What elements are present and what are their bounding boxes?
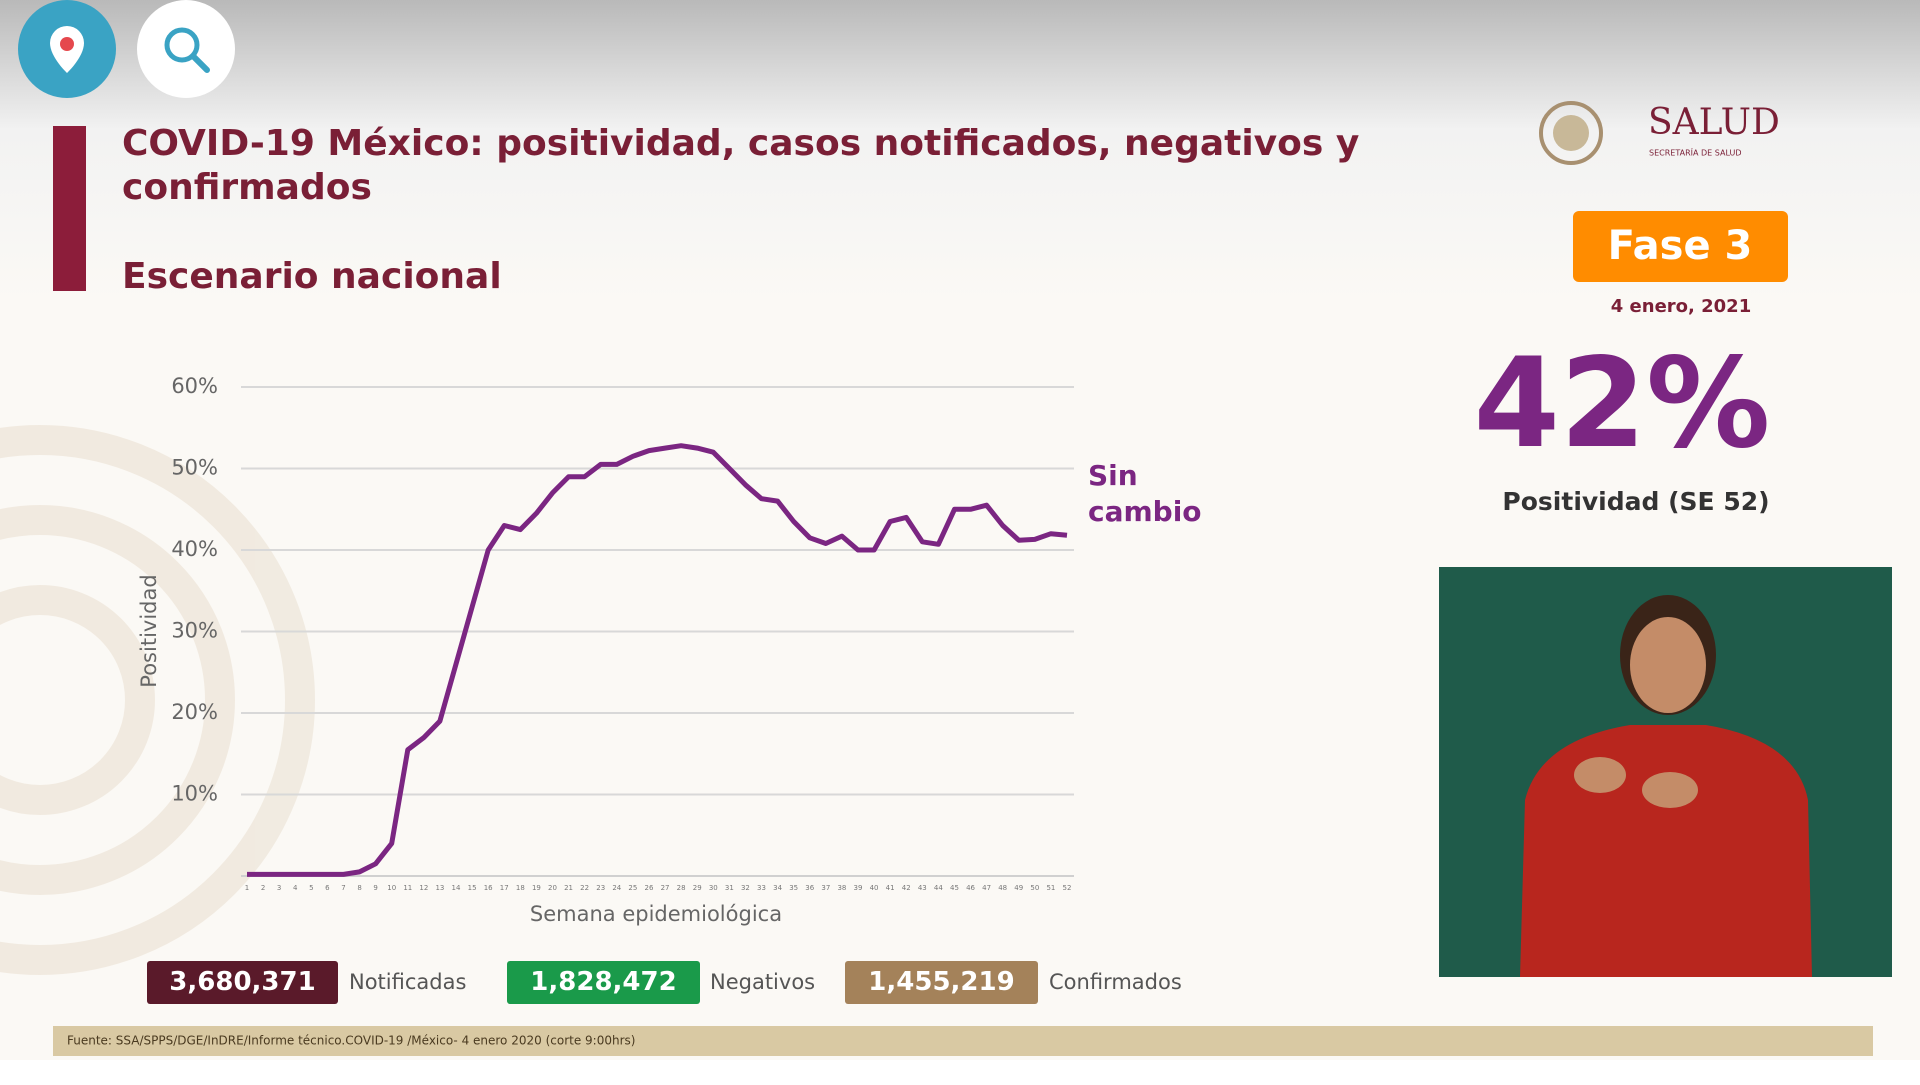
emblem	[1539, 101, 1603, 165]
x-tick-label: 29	[693, 884, 702, 892]
x-tick-label: 32	[741, 884, 750, 892]
y-tick-label: 50%	[171, 456, 218, 480]
x-tick-label: 38	[837, 884, 846, 892]
y-tick-label: 30%	[171, 619, 218, 643]
footer-strip	[53, 1026, 1873, 1056]
x-tick-label: 26	[644, 884, 653, 892]
handle	[190, 53, 210, 73]
x-tick-label: 12	[419, 884, 428, 892]
x-tick-label: 10	[387, 884, 396, 892]
x-tick-label: 9	[373, 884, 377, 892]
x-tick-label: 18	[516, 884, 525, 892]
x-tick-label: 42	[902, 884, 911, 892]
x-tick-label: 34	[773, 884, 782, 892]
headline-value: 42%	[1474, 332, 1771, 476]
accent-bar	[53, 126, 86, 291]
total-value: 1,828,472	[507, 961, 700, 1004]
x-tick-label: 28	[677, 884, 686, 892]
x-tick-label: 13	[435, 884, 444, 892]
hand	[1642, 772, 1698, 808]
x-tick-label: 31	[725, 884, 734, 892]
lens	[164, 27, 200, 63]
title: COVID-19 México: positividad, casos noti…	[122, 123, 1360, 208]
x-tick-label: 24	[612, 884, 621, 892]
x-tick-label: 27	[661, 884, 670, 892]
annotation: Sin cambio	[1088, 459, 1202, 528]
x-tick-label: 6	[325, 884, 330, 892]
x-tick-label: 44	[934, 884, 943, 892]
x-tick-label: 11	[403, 884, 412, 892]
x-tick-label: 45	[950, 884, 959, 892]
y-tick-label: 60%	[171, 374, 218, 398]
x-tick-label: 36	[805, 884, 814, 892]
y-tick-label: 20%	[171, 700, 218, 724]
x-tick-label: 20	[548, 884, 557, 892]
x-tick-label: 21	[564, 884, 573, 892]
total-label: Notificadas	[349, 970, 467, 994]
x-tick-label: 7	[341, 884, 345, 892]
x-tick-label: 2	[261, 884, 265, 892]
x-tick-label: 14	[452, 884, 461, 892]
decor	[0, 425, 315, 975]
x-tick-label: 1	[245, 884, 249, 892]
y-tick-label: 10%	[171, 782, 218, 806]
x-tick-label: 19	[532, 884, 541, 892]
x-tick-label: 17	[500, 884, 509, 892]
headline-label: Positividad (SE 52)	[1502, 487, 1769, 516]
total-value: 1,455,219	[845, 961, 1038, 1004]
total-label: Confirmados	[1049, 970, 1182, 994]
x-tick-label: 35	[789, 884, 798, 892]
total-value: 3,680,371	[147, 961, 338, 1004]
data-line	[247, 443, 1068, 877]
search-icon[interactable]	[137, 0, 235, 98]
x-tick-label: 16	[484, 884, 493, 892]
x-tick-label: 22	[580, 884, 589, 892]
hand	[1574, 757, 1626, 793]
phase-box	[1573, 211, 1788, 282]
x-tick-label: 23	[596, 884, 605, 892]
x-tick-label: 41	[886, 884, 895, 892]
source: Fuente: SSA/SPPS/DGE/InDRE/Informe técni…	[67, 1034, 635, 1048]
x-tick-label: 46	[966, 884, 975, 892]
x-tick-label: 48	[998, 884, 1007, 892]
phase-date: 4 enero, 2021	[1611, 296, 1751, 317]
x-tick-label: 15	[468, 884, 477, 892]
x-tick-label: 25	[628, 884, 637, 892]
x-tick-label: 52	[1063, 884, 1072, 892]
emblem-core	[1553, 115, 1589, 151]
x-tick-label: 37	[821, 884, 830, 892]
x-tick-label: 5	[309, 884, 313, 892]
x-tick-label: 4	[293, 884, 298, 892]
x-tick-label: 50	[1030, 884, 1039, 892]
y-tick-label: 40%	[171, 537, 218, 561]
x-tick-label: 43	[918, 884, 927, 892]
face	[1630, 617, 1706, 713]
x-tick-label: 39	[854, 884, 863, 892]
subtitle: Escenario nacional	[122, 256, 502, 297]
x-tick-label: 40	[870, 884, 879, 892]
y-axis-label: Positividad	[137, 574, 161, 687]
pin-dot	[60, 37, 74, 51]
x-axis-label: Semana epidemiológica	[530, 902, 782, 926]
sweater	[1520, 725, 1812, 977]
x-tick-label: 49	[1014, 884, 1023, 892]
x-tick-label: 30	[709, 884, 718, 892]
x-tick-label: 33	[757, 884, 766, 892]
logo-subtitle: SECRETARÍA DE SALUD	[1649, 147, 1742, 158]
x-tick-label: 47	[982, 884, 991, 892]
phase-label: Fase 3	[1608, 223, 1753, 269]
x-tick-label: 51	[1046, 884, 1055, 892]
logo-name: SALUD	[1648, 102, 1780, 143]
total-label: Negativos	[710, 970, 816, 994]
x-tick-label: 8	[357, 884, 361, 892]
x-tick-label: 3	[277, 884, 281, 892]
